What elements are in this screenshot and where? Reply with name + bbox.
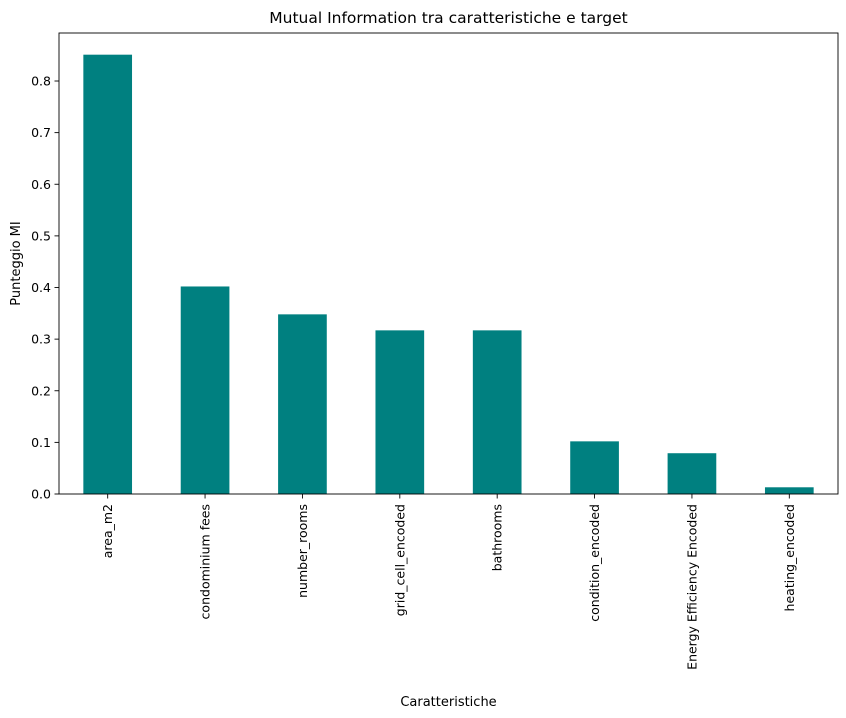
plot-frame — [58, 32, 839, 495]
y-tick-label: 0.4 — [31, 280, 51, 295]
y-tick-label: 0.6 — [31, 177, 51, 192]
bar — [472, 330, 522, 494]
bar — [667, 453, 717, 494]
bar — [570, 441, 619, 494]
y-tick-label: 0.1 — [31, 435, 51, 450]
bar — [375, 330, 425, 494]
y-tick-label: 0.5 — [31, 228, 51, 243]
x-axis: area_m2 condominium fees number_rooms grid_… — [100, 494, 797, 670]
x-tick-label: Energy Efficiency Encoded — [684, 504, 699, 670]
bar — [83, 54, 133, 494]
bars-group — [83, 54, 814, 494]
y-tick-label: 0.8 — [31, 74, 51, 89]
x-tick-label: bathrooms — [490, 504, 505, 571]
y-tick-label: 0.0 — [31, 487, 51, 502]
y-tick-label: 0.2 — [31, 383, 51, 398]
x-tick-label: area_m2 — [100, 504, 115, 558]
bar — [764, 487, 814, 494]
x-tick-label: number_rooms — [295, 504, 310, 598]
x-axis-title: Caratteristiche — [400, 695, 496, 710]
x-tick-label: condominium fees — [198, 504, 213, 619]
bar — [278, 314, 327, 494]
x-tick-label: grid_cell_encoded — [392, 504, 407, 616]
y-axis: 0.0 0.1 0.2 0.3 0.4 0.5 0.6 0.7 0.8 — [31, 74, 59, 502]
bar — [180, 286, 230, 494]
y-tick-label: 0.7 — [31, 125, 51, 140]
chart-title: Mutual Information tra caratteristiche e… — [269, 9, 627, 27]
y-axis-title: Punteggio MI — [9, 221, 24, 305]
x-tick-label: condition_encoded — [587, 504, 602, 622]
x-tick-label: heating_encoded — [782, 504, 797, 611]
y-tick-label: 0.3 — [31, 332, 51, 347]
